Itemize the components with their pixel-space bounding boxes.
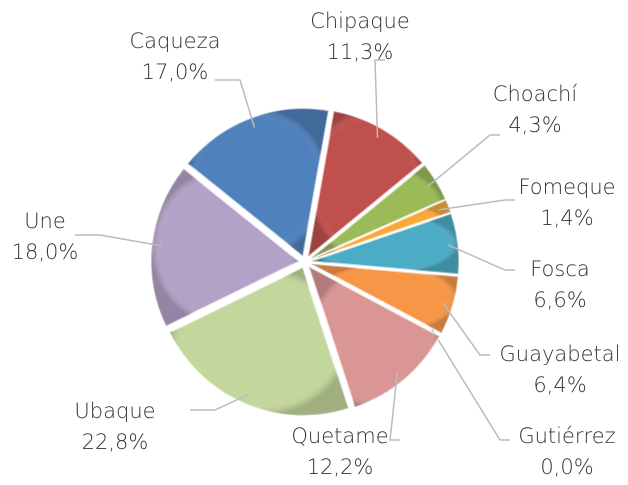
category-label: Quetame [291, 424, 388, 448]
category-label: Gutiérrez [518, 424, 615, 448]
leader-line [438, 199, 515, 211]
value-label: 4,3% [508, 113, 561, 137]
slice-shade [310, 213, 459, 275]
category-label: Choachí [493, 82, 578, 106]
leader-line [389, 371, 400, 441]
slice-shade [187, 108, 329, 257]
category-label: Une [24, 209, 66, 233]
slice-shade [310, 165, 446, 259]
value-label: 0,0% [540, 455, 593, 479]
category-label: Ubaque [74, 399, 155, 423]
value-label: 12,2% [307, 455, 374, 479]
value-label: 6,6% [533, 288, 586, 312]
value-label: 22,8% [82, 430, 149, 454]
category-label: Guayabetal [500, 342, 621, 366]
slice-shade [310, 199, 451, 260]
leader-line [190, 393, 250, 411]
leader-line [431, 329, 510, 441]
category-label: Caqueza [130, 29, 221, 53]
value-label: 6,4% [533, 373, 586, 397]
category-label: Fosca [530, 257, 590, 281]
slice-shade [308, 266, 440, 408]
leader-line [442, 302, 490, 356]
leader-line [374, 59, 385, 139]
leader-line [215, 79, 256, 128]
leader-line [75, 234, 163, 247]
value-label: 1,4% [540, 206, 593, 230]
slice-shade [310, 264, 441, 335]
category-label: Chipaque [310, 9, 410, 33]
category-label: Fomeque [518, 175, 615, 199]
slice-shade [169, 267, 349, 416]
slice-shade [151, 168, 300, 327]
value-label: 17,0% [142, 60, 209, 84]
value-label: 18,0% [12, 240, 79, 264]
leader-line [426, 134, 500, 188]
slice-shade [310, 263, 459, 334]
slice-shade [308, 111, 423, 257]
leader-line [447, 244, 515, 271]
value-label: 11,3% [327, 40, 394, 64]
